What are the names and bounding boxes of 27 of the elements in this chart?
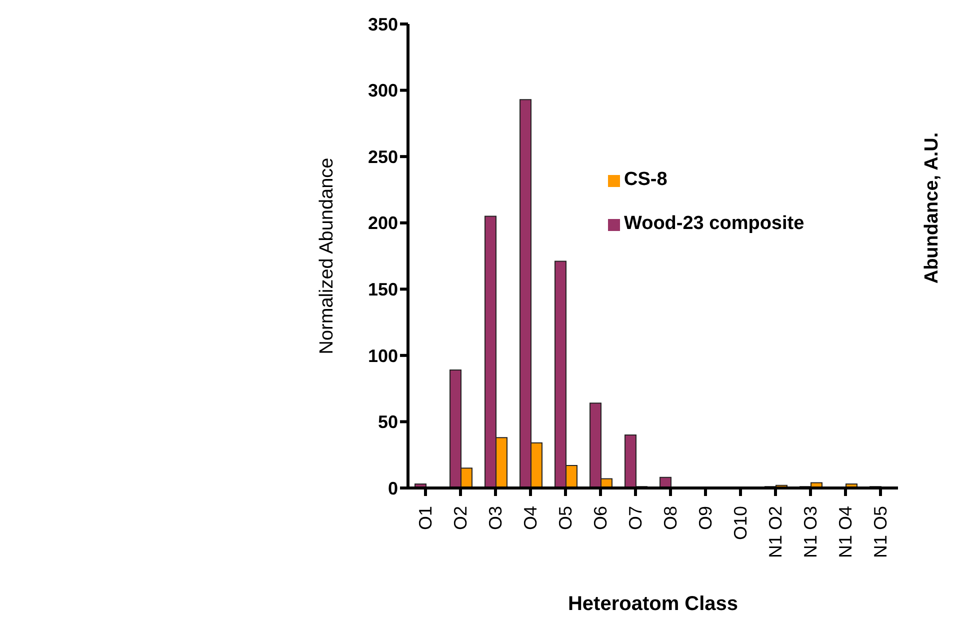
- x-tick-label: O5: [556, 506, 576, 530]
- y-tick-label: 250: [368, 146, 398, 167]
- x-tick-label: O1: [416, 506, 436, 530]
- y-tick-label: 50: [378, 412, 398, 432]
- y-axis-title: Normalized Abundance: [316, 158, 338, 354]
- x-tick-label: O7: [626, 506, 646, 530]
- x-tick-label: O9: [696, 506, 716, 530]
- x-tick-label: O4: [520, 506, 540, 530]
- y-tick-label: 100: [368, 346, 398, 366]
- y-tick-label: 300: [368, 80, 398, 101]
- y2-axis-title: Abundance, A.U.: [922, 132, 944, 284]
- x-tick-label: N1 O3: [800, 506, 820, 558]
- y-tick-label: 0: [388, 478, 398, 498]
- x-tick-label: N1 O5: [870, 506, 890, 558]
- x-tick-label: O2: [450, 506, 470, 530]
- x-tick-label: O8: [660, 506, 680, 530]
- legend-label: CS-8: [624, 169, 668, 190]
- x-axis-title: Heteroatom Class: [568, 593, 738, 615]
- x-tick-label: O3: [486, 506, 506, 530]
- x-tick-label: O6: [590, 506, 610, 530]
- x-tick-label: N1 O4: [836, 506, 856, 558]
- legend-label: Wood-23 composite: [624, 213, 804, 234]
- x-tick-label: N1 O2: [766, 506, 786, 558]
- y-tick-label: 150: [368, 280, 398, 300]
- x-tick-label: O10: [730, 506, 750, 540]
- y-tick-label: 200: [368, 213, 398, 234]
- y-tick-label: 350: [368, 14, 398, 34]
